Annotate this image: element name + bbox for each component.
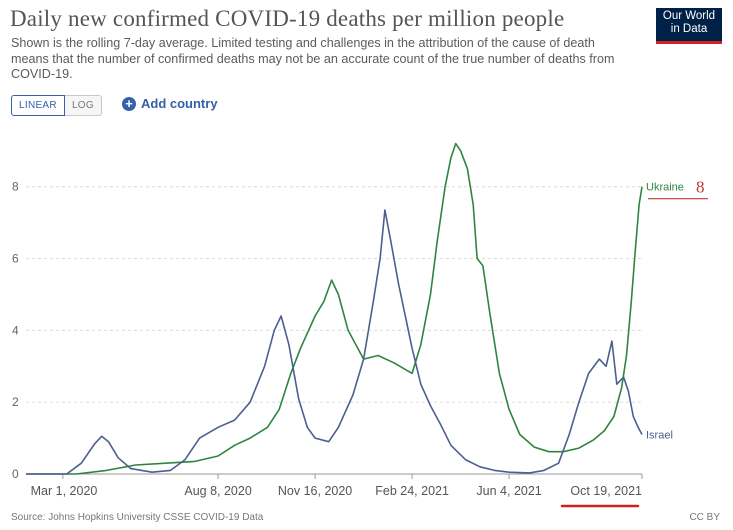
x-tick-label: Oct 19, 2021 [570,484,642,498]
owid-logo[interactable]: Our World in Data [656,8,722,44]
chart-subtitle: Shown is the rolling 7-day average. Limi… [11,36,615,81]
series-label-israel: Israel [646,429,673,441]
series-line-ukraine [26,142,643,475]
x-tick-label: Mar 1, 2020 [31,484,98,498]
x-tick-label: Feb 24, 2021 [375,484,449,498]
x-tick-label: Aug 8, 2020 [184,484,251,498]
series-line-israel [26,209,643,475]
x-tick-label: Nov 16, 2020 [278,484,352,498]
y-tick-label: 0 [12,467,19,481]
logo-accent-bar [656,41,722,44]
log-scale-button[interactable]: LOG [64,95,102,116]
add-country-label: Add country [141,96,218,111]
linear-scale-button[interactable]: LINEAR [11,95,65,116]
annotation-value: 8 [696,178,705,197]
logo-line-1: Our World [662,10,716,22]
series-label-ukraine: Ukraine [646,182,684,194]
source-note[interactable]: Source: Johns Hopkins University CSSE CO… [11,512,264,523]
y-tick-label: 4 [12,323,19,337]
y-tick-label: 8 [12,180,19,194]
plus-icon: + [122,96,136,111]
scale-toggle: LINEAR LOG [11,95,102,116]
y-tick-label: 6 [12,252,19,266]
page-title: Daily new confirmed COVID-19 deaths per … [10,6,565,31]
y-tick-label: 2 [12,395,19,409]
logo-line-2: in Data [670,23,708,35]
add-country-button[interactable]: + Add country [122,96,218,111]
x-tick-label: Jun 4, 2021 [476,484,541,498]
license-label[interactable]: CC BY [689,512,720,523]
